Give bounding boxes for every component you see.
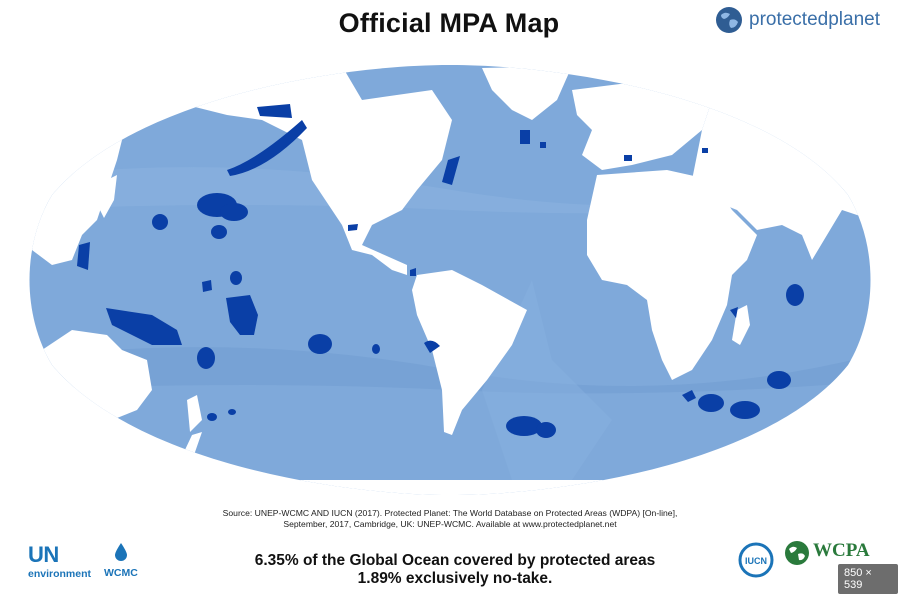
image-size-badge: 850 × 539 [838,564,898,594]
land-antarctica [29,480,871,495]
land-new-zealand [184,395,202,455]
source-line-1: Source: UNEP-WCMC AND IUCN (2017). Prote… [222,508,678,518]
un-wordmark: UN [28,542,59,567]
protectedplanet-logo[interactable]: protectedplanet [715,6,880,34]
source-line-2: September, 2017, Cambridge, UK: UNEP-WCM… [283,519,617,529]
land-greenland [482,66,572,120]
wcmc-wordmark: WCMC [104,567,138,579]
stat-line-1: 6.35% of the Global Ocean covered by pro… [254,552,656,569]
land-north-america [107,66,452,275]
globe-icon [716,7,742,33]
land-africa [587,170,757,380]
source-citation: Source: UNEP-WCMC AND IUCN (2017). Prote… [130,508,770,530]
protectedplanet-wordmark: protectedplanet [749,9,880,30]
wcmc-logo[interactable]: WCMC [104,542,138,579]
iucn-wordmark: IUCN [745,556,767,566]
iucn-logo[interactable]: IUCN [738,542,774,583]
map-title: Official MPA Map [338,8,560,38]
mpa-areas [77,104,804,438]
coverage-statistic: 6.35% of the Global Ocean covered by pro… [190,552,720,588]
land-europe [572,80,712,170]
world-map [29,65,871,495]
iucn-emblem-icon: IUCN [738,542,774,578]
un-environment-logo[interactable]: UN environment [28,542,91,580]
droplet-icon [114,543,127,561]
un-environment-text: environment [28,568,92,580]
wcpa-wordmark: WCPA [813,540,870,561]
land-south-america [412,270,527,435]
land-japan [100,175,117,218]
stat-line-2: 1.89% exclusively no-take. [357,570,553,587]
wcpa-logo[interactable]: WCPA [784,540,870,566]
globe-icon [785,541,809,565]
